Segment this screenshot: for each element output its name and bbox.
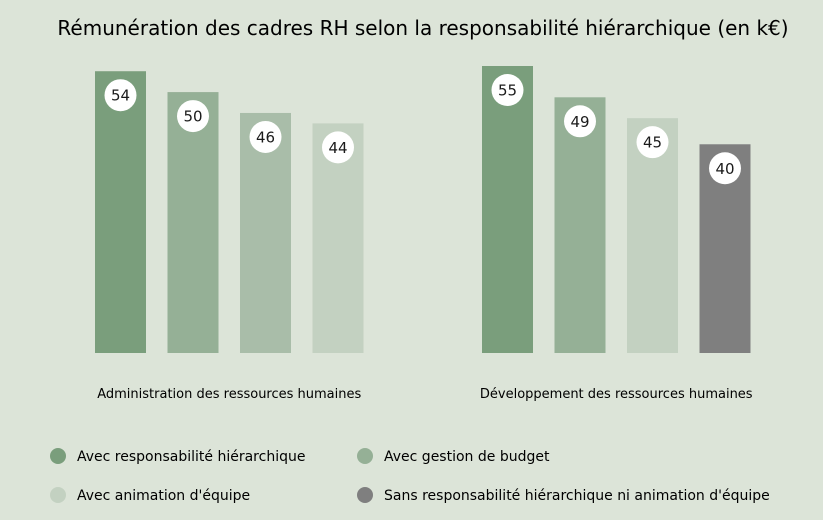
bar-2-2	[554, 97, 606, 354]
value-label-2-3: 45	[636, 126, 669, 159]
legend-item-3: Avec animation d'équipe	[50, 487, 250, 504]
value-label-2-4: 40	[709, 152, 741, 185]
value-label-badge	[491, 74, 524, 106]
value-label-text: 54	[111, 87, 130, 105]
value-label-text: 46	[256, 128, 275, 146]
legend: Avec responsabilité hiérarchique Avec ges…	[50, 448, 770, 504]
category-label-2: Développement des ressources humaines	[480, 387, 753, 402]
legend-item-2: Avec gestion de budget	[357, 448, 550, 465]
value-label-1-3: 46	[249, 120, 282, 153]
value-label-badge	[322, 131, 354, 164]
legend-swatch	[50, 448, 66, 464]
bar-1-1	[95, 71, 146, 353]
legend-item-1: Avec responsabilité hiérarchique	[50, 448, 305, 465]
value-label-1-1: 54	[104, 79, 137, 112]
chart-title: Rémunération des cadres RH selon la resp…	[57, 16, 788, 40]
value-label-badge	[104, 79, 137, 112]
legend-swatch	[357, 487, 373, 503]
value-label-1-4: 44	[322, 131, 354, 164]
value-label-text: 50	[183, 108, 202, 126]
legend-label: Avec animation d'équipe	[77, 488, 250, 504]
bar-2-1	[482, 66, 533, 353]
value-label-text: 49	[570, 113, 589, 131]
value-label-text: 55	[498, 82, 517, 100]
value-label-text: 44	[328, 139, 347, 157]
value-labels: 54 50 46 44 55 49 45 40	[104, 74, 741, 185]
value-label-text: 45	[643, 134, 662, 152]
value-label-badge	[709, 152, 741, 185]
value-label-2-2: 49	[564, 105, 596, 138]
legend-label: Avec gestion de budget	[384, 449, 550, 465]
category-labels: Administration des ressources humaines Dé…	[97, 387, 753, 402]
value-label-badge	[564, 105, 596, 138]
value-label-badge	[636, 126, 669, 159]
value-label-2-1: 55	[491, 74, 524, 106]
legend-label: Avec responsabilité hiérarchique	[77, 449, 305, 465]
legend-label: Sans responsabilité hiérarchique ni anim…	[384, 488, 770, 504]
legend-item-4: Sans responsabilité hiérarchique ni anim…	[357, 487, 770, 504]
value-label-text: 40	[715, 160, 734, 178]
legend-swatch	[50, 487, 66, 503]
value-label-badge	[249, 120, 282, 153]
category-label-1: Administration des ressources humaines	[97, 387, 361, 402]
legend-swatch	[357, 448, 373, 464]
value-label-badge	[177, 100, 209, 133]
value-label-1-2: 50	[177, 100, 209, 133]
bar-1-2	[167, 92, 219, 353]
bar-1-3	[240, 112, 291, 353]
